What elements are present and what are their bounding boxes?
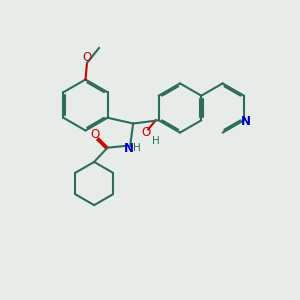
Text: N: N (240, 115, 250, 128)
Text: H: H (152, 136, 160, 146)
Text: O: O (142, 126, 151, 140)
Text: N: N (124, 142, 134, 155)
Text: O: O (90, 128, 100, 141)
Text: O: O (82, 51, 91, 64)
Text: H: H (133, 143, 141, 153)
